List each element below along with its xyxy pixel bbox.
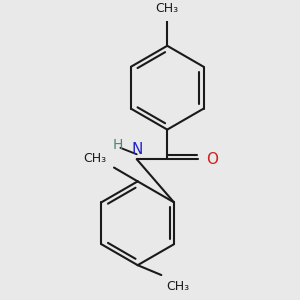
Text: H: H [113, 138, 123, 152]
Text: O: O [206, 152, 218, 167]
Text: CH₃: CH₃ [166, 280, 189, 293]
Text: N: N [131, 142, 142, 157]
Text: CH₃: CH₃ [156, 2, 179, 15]
Text: CH₃: CH₃ [83, 152, 106, 165]
